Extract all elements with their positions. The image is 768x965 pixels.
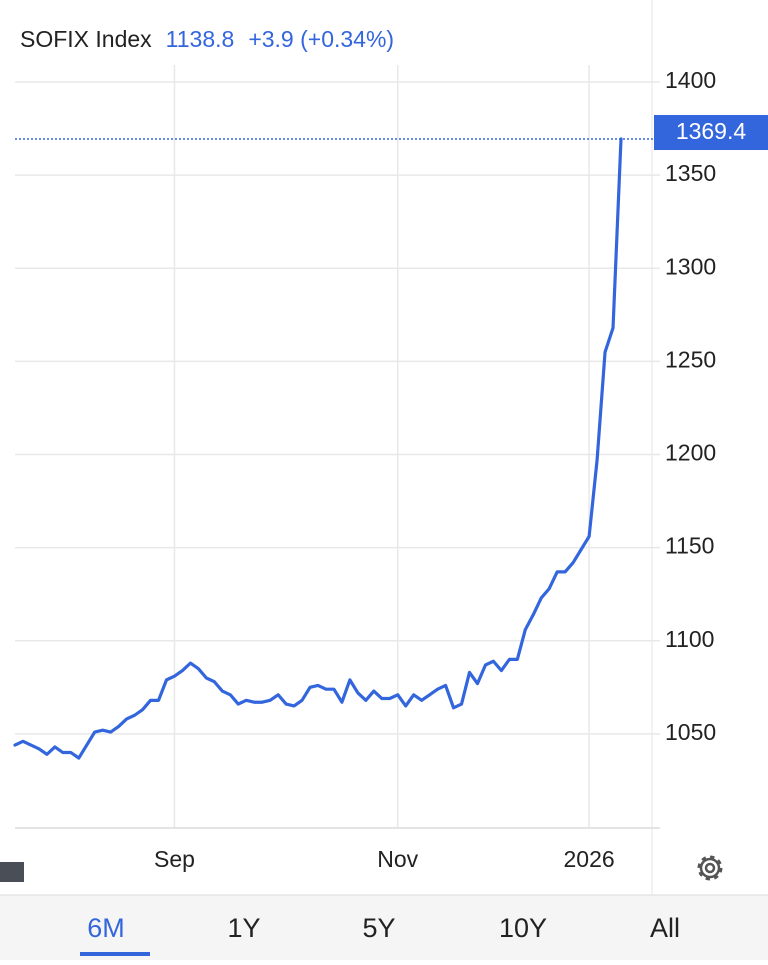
last-value-label: 1369.4 xyxy=(676,118,747,144)
x-tick-label: 2026 xyxy=(564,846,615,872)
range-tab[interactable]: 1Y xyxy=(227,913,260,943)
last-value-box xyxy=(654,115,768,151)
range-tab[interactable]: 5Y xyxy=(362,913,395,943)
tab-bar xyxy=(0,895,768,960)
y-tick-label: 1350 xyxy=(665,160,716,186)
y-tick-label: 1250 xyxy=(665,346,716,372)
y-tick-label: 1150 xyxy=(665,533,714,559)
range-tab[interactable]: 6M xyxy=(87,913,125,943)
y-tick-label: 1050 xyxy=(665,719,716,745)
x-tick-label: Nov xyxy=(377,846,418,872)
y-tick-label: 1100 xyxy=(665,626,714,652)
y-tick-label: 1400 xyxy=(665,67,716,93)
range-tab[interactable]: All xyxy=(650,913,680,943)
range-tab[interactable]: 10Y xyxy=(499,913,547,943)
side-handle[interactable] xyxy=(0,862,24,882)
price-change: +3.9 (+0.34%) xyxy=(248,26,394,52)
chart-title: SOFIX Index xyxy=(20,26,152,52)
price-line xyxy=(13,137,623,760)
settings-icon[interactable] xyxy=(697,855,723,881)
y-tick-label: 1200 xyxy=(665,440,716,466)
tab-underline xyxy=(80,952,150,956)
y-tick-label: 1300 xyxy=(665,253,716,279)
price: 1138.8 xyxy=(166,26,235,52)
x-tick-label: Sep xyxy=(154,846,195,872)
